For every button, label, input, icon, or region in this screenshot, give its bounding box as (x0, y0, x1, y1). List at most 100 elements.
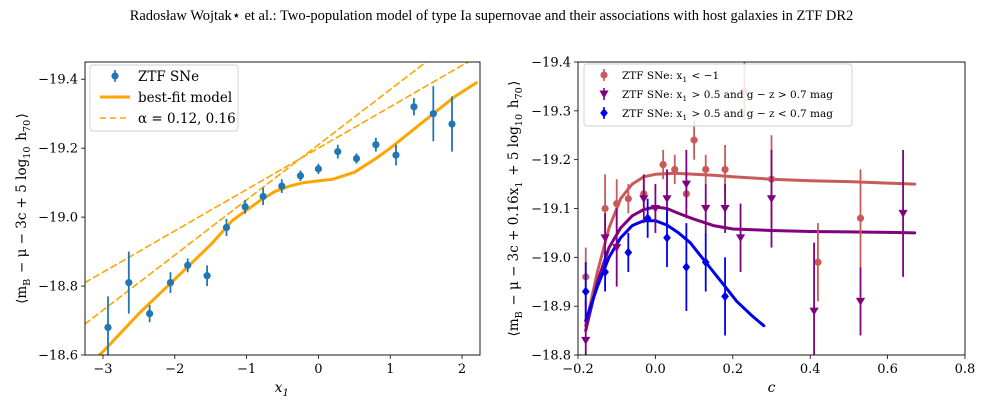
series-line (97, 81, 478, 355)
legend-marker-swatch (600, 71, 608, 79)
legend-item: ZTF SNe: x1 < −1 (600, 69, 719, 84)
data-point (690, 136, 698, 144)
x-tick-label: 1 (386, 362, 394, 377)
data-point (184, 261, 192, 269)
data-point (613, 200, 621, 208)
y-tick-label: −18.8 (531, 349, 571, 364)
legend-marker-swatch (599, 90, 609, 99)
data-point (671, 165, 679, 174)
y-tick-label: −19.4 (531, 56, 571, 71)
y-tick-label: −19.0 (38, 211, 78, 226)
data-point (104, 323, 112, 332)
data-point (601, 204, 609, 213)
data-point (643, 213, 652, 224)
data-point (659, 160, 667, 169)
page-header: Radosław Wojtak⋆ et al.: Two-population … (129, 8, 854, 24)
x-tick-label: −1 (237, 362, 256, 377)
data-point (203, 272, 211, 280)
legend-label: ZTF SNe: x1 > 0.5 and g − z < 0.7 mag (622, 108, 833, 122)
x-tick-label: −3 (93, 362, 112, 377)
data-point (766, 195, 777, 204)
data-point (601, 267, 609, 277)
data-point (681, 180, 691, 189)
data-point (146, 310, 154, 318)
data-point (448, 120, 456, 128)
data-point (856, 214, 865, 222)
data-point (125, 279, 133, 287)
data-point (222, 223, 231, 232)
data-point (814, 258, 822, 266)
data-point (624, 195, 632, 203)
x-tick-label: 0.6 (877, 362, 898, 377)
data-point (296, 172, 305, 180)
plot-area (85, 62, 478, 355)
data-point (581, 336, 591, 345)
data-point (600, 234, 610, 243)
data-point (855, 297, 866, 306)
data-point (721, 291, 729, 302)
data-point (372, 141, 380, 149)
y-tick-label: −19.3 (531, 104, 571, 119)
legend-label: α = 0.12, 0.16 (138, 111, 236, 127)
legend-box (583, 63, 853, 127)
data-point (702, 165, 710, 174)
data-point (392, 151, 400, 159)
x-axis-label: c (768, 380, 776, 396)
data-point (809, 307, 819, 316)
data-point (898, 209, 908, 218)
y-tick-label: −19.1 (531, 202, 571, 217)
legend: ZTF SNe: x1 < −1 ZTF SNe: x1 > 0.5 and g … (583, 63, 853, 127)
data-point (701, 257, 710, 268)
data-point (352, 154, 361, 163)
y-tick-label: −18.6 (38, 349, 78, 364)
data-point (612, 244, 622, 252)
data-point (581, 286, 590, 297)
legend-item: ZTF SNe: x1 > 0.5 and g − z < 0.7 mag (600, 107, 833, 122)
legend-label: ZTF SNe: x1 < −1 (622, 70, 719, 84)
y-tick-label: −19.2 (531, 153, 571, 168)
legend-item: best-fit model (100, 90, 232, 106)
x-tick-label: −0.2 (562, 362, 594, 377)
data-point (334, 148, 342, 156)
y-tick-label: −18.8 (38, 280, 78, 295)
y-tick-label: −19.0 (531, 251, 571, 266)
y-tick-label: −18.9 (531, 300, 571, 315)
x-tick-label: 0.8 (955, 362, 976, 377)
series-line (584, 171, 917, 328)
legend: ZTF SNe best-fit model α = 0.12, 0.16 (89, 64, 239, 132)
data-point (682, 262, 691, 272)
axes-frame (84, 61, 481, 356)
data-point (259, 192, 267, 201)
x-axis-label: x1 (275, 380, 291, 399)
legend-item: α = 0.12, 0.16 (100, 111, 236, 127)
data-point (639, 195, 649, 204)
x-tick-label: 0.4 (800, 362, 821, 377)
left-panel: −3 −2 −1 0 1 2 −18.6 −18.8 −19.0 −19.2 −19.4 x1 ⟨mB… (14, 61, 481, 399)
data-point (650, 205, 660, 213)
legend-marker-swatch (111, 72, 119, 80)
data-point (166, 279, 175, 287)
data-point (624, 247, 633, 258)
data-point (314, 165, 323, 173)
legend-item: ZTF SNe: x1 > 0.5 and g − z > 0.7 mag (599, 88, 833, 103)
data-point (241, 203, 249, 211)
y-tick-label: −19.2 (38, 142, 78, 157)
data-point (721, 165, 729, 174)
legend-label: ZTF SNe: x1 > 0.5 and g − z > 0.7 mag (622, 89, 833, 103)
plot-area (581, 62, 917, 355)
y-tick-label: −19.4 (38, 73, 78, 88)
x-tick-label: −2 (165, 362, 184, 377)
right-panel: −0.2 0.0 0.2 0.4 0.6 0.8 −18.8 −18.9 −19.0 −19.1 −… (506, 56, 975, 397)
data-point (662, 195, 672, 204)
x-tick-label: 0 (314, 362, 322, 377)
series-line (584, 219, 766, 328)
y-axis-label: ⟨mB − μ − 3c + 5 log10 h70 ⟩ (14, 113, 33, 304)
x-tick-label: 0.2 (722, 362, 743, 377)
x-tick-label: 0.0 (645, 362, 666, 377)
legend-box (89, 64, 239, 132)
data-point (701, 205, 711, 213)
legend-label: ZTF SNe (138, 69, 199, 85)
legend-marker-swatch (600, 108, 608, 118)
data-point (720, 205, 730, 213)
